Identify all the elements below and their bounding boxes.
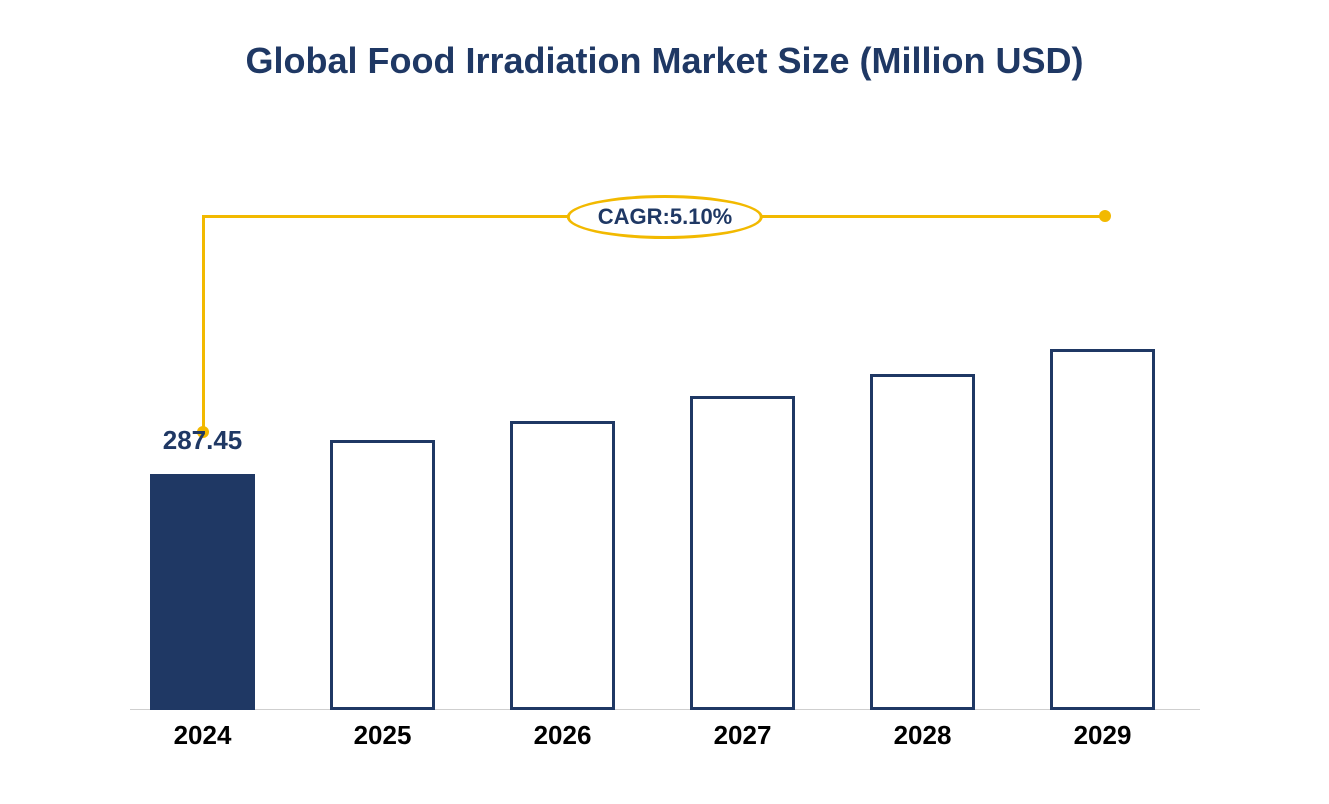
- x-label-2026: 2026: [534, 720, 592, 751]
- x-axis-line: [130, 709, 1200, 710]
- x-label-2029: 2029: [1074, 720, 1132, 751]
- x-label-2024: 2024: [174, 720, 232, 751]
- x-label-2025: 2025: [354, 720, 412, 751]
- bar-value-2024: 287.45: [163, 425, 243, 456]
- bar-2029: [1050, 349, 1155, 710]
- bar-2026: [510, 421, 615, 710]
- bar-2024: [150, 474, 255, 710]
- x-label-2028: 2028: [894, 720, 952, 751]
- cagr-bubble: CAGR:5.10%: [567, 195, 763, 239]
- x-label-2027: 2027: [714, 720, 772, 751]
- cagr-line-right: [758, 215, 1104, 218]
- chart-container: Global Food Irradiation Market Size (Mil…: [0, 0, 1329, 804]
- chart-title: Global Food Irradiation Market Size (Mil…: [0, 40, 1329, 82]
- cagr-line-left: [202, 215, 572, 218]
- bar-2028: [870, 374, 975, 710]
- bar-2027: [690, 396, 795, 710]
- chart-area: 287.45: [130, 300, 1200, 710]
- cagr-dot-right: [1099, 210, 1111, 222]
- cagr-annotation: CAGR:5.10%: [130, 195, 1200, 315]
- bar-2025: [330, 440, 435, 710]
